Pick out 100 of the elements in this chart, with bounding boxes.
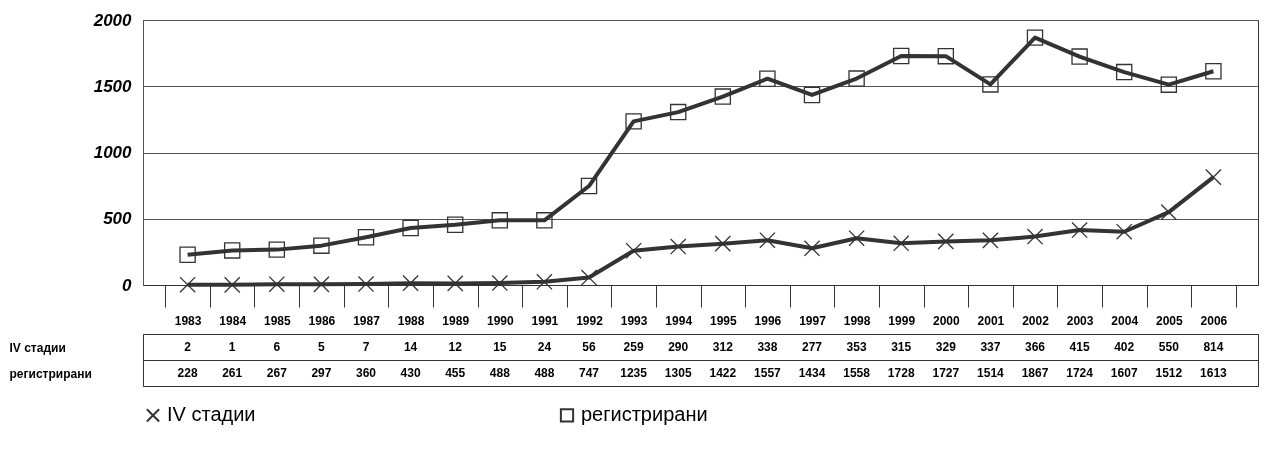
data-label: 1 bbox=[228, 340, 236, 354]
data-label: 5 bbox=[318, 340, 326, 354]
data-label: 1867 bbox=[1021, 366, 1049, 380]
data-label: 14 bbox=[403, 340, 418, 354]
data-label: 228 bbox=[177, 366, 198, 380]
data-label: 1557 bbox=[754, 366, 782, 380]
data-label: 747 bbox=[578, 366, 600, 380]
x-tick-label: 1986 bbox=[308, 313, 336, 328]
point bbox=[982, 232, 999, 249]
point bbox=[1026, 29, 1044, 46]
point bbox=[892, 235, 910, 252]
x-tick-label: 1987 bbox=[353, 313, 381, 328]
point bbox=[937, 47, 955, 65]
text: IV стадии bbox=[9, 340, 66, 355]
point bbox=[1115, 63, 1133, 81]
point bbox=[357, 229, 375, 246]
data-label: 1727 bbox=[932, 366, 960, 380]
point bbox=[937, 233, 955, 250]
data-label: 338 bbox=[757, 340, 778, 354]
data-label: 1558 bbox=[843, 366, 871, 380]
point bbox=[625, 113, 642, 130]
point bbox=[848, 70, 865, 87]
x-tick-label: 1997 bbox=[799, 313, 827, 328]
point bbox=[759, 70, 776, 87]
point bbox=[223, 242, 241, 259]
data-label: 1434 bbox=[798, 366, 826, 380]
point bbox=[536, 273, 553, 291]
data-label: 329 bbox=[935, 340, 957, 354]
data-label: 1613 bbox=[1200, 366, 1228, 380]
data-label: 455 bbox=[445, 366, 466, 380]
x-tick-label: 1985 bbox=[263, 313, 291, 328]
y-tick-label: 1000 bbox=[93, 143, 133, 162]
point bbox=[536, 212, 553, 229]
point bbox=[223, 276, 241, 294]
point bbox=[759, 231, 776, 249]
x-tick-label: 1992 bbox=[576, 313, 604, 328]
data-label: 337 bbox=[980, 340, 1001, 354]
y-tick-label: 500 bbox=[103, 209, 133, 229]
data-label: 315 bbox=[891, 340, 912, 354]
point bbox=[179, 276, 196, 293]
point bbox=[402, 219, 419, 237]
data-label: 290 bbox=[668, 340, 689, 354]
point bbox=[268, 241, 286, 258]
point bbox=[1160, 76, 1178, 93]
x-tick-label: 1991 bbox=[531, 313, 559, 328]
point bbox=[848, 229, 865, 247]
x-tick-label: 2002 bbox=[1022, 313, 1050, 328]
data-label: 1422 bbox=[709, 366, 737, 380]
point bbox=[714, 235, 732, 252]
point bbox=[491, 212, 509, 229]
data-label: 277 bbox=[801, 340, 823, 354]
x-tick-label: 1993 bbox=[620, 313, 648, 328]
point bbox=[313, 237, 330, 254]
x-tick-label: 1989 bbox=[442, 313, 470, 328]
data-label: 1512 bbox=[1155, 366, 1183, 380]
point bbox=[313, 276, 330, 293]
point bbox=[1071, 221, 1088, 239]
data-label: 1607 bbox=[1110, 366, 1138, 380]
data-label: 488 bbox=[489, 366, 511, 380]
point bbox=[1026, 228, 1044, 245]
x-tick-label: 2005 bbox=[1155, 313, 1183, 328]
x-tick-label: 1988 bbox=[397, 313, 425, 328]
point bbox=[1205, 168, 1222, 186]
data-label: 297 bbox=[311, 366, 332, 380]
x-tick-label: 1983 bbox=[174, 313, 202, 328]
x-tick-label: 1999 bbox=[888, 313, 916, 328]
y-tick-label: 0 bbox=[122, 275, 133, 295]
point bbox=[669, 103, 687, 121]
data-label: 259 bbox=[623, 340, 644, 354]
point bbox=[803, 86, 821, 104]
data-label: 1235 bbox=[620, 366, 648, 380]
data-label: 2 bbox=[184, 340, 192, 354]
y-tick-label: 2000 bbox=[92, 10, 133, 30]
data-label: 402 bbox=[1114, 340, 1135, 354]
x-tick-label: 1984 bbox=[219, 313, 247, 328]
point bbox=[803, 240, 821, 257]
data-label: 415 bbox=[1069, 340, 1090, 354]
data-label: 360 bbox=[355, 366, 377, 380]
x-tick-label: 2003 bbox=[1066, 313, 1094, 328]
point bbox=[402, 274, 419, 292]
point bbox=[446, 275, 464, 292]
data-label: 15 bbox=[493, 340, 507, 354]
data-label: 12 bbox=[448, 340, 463, 354]
legend-label: IV стадии bbox=[167, 403, 256, 426]
point bbox=[268, 275, 286, 293]
legend-label: регистрирани bbox=[581, 403, 708, 426]
point bbox=[892, 47, 910, 65]
x-tick-label: 1990 bbox=[486, 313, 514, 328]
data-label: 1728 bbox=[887, 366, 915, 380]
x-tick-label: 1996 bbox=[754, 313, 782, 328]
data-label: 488 bbox=[534, 366, 555, 380]
data-label: 366 bbox=[1024, 340, 1046, 354]
x-tick-label: 2004 bbox=[1111, 313, 1139, 328]
data-label: 7 bbox=[362, 340, 370, 354]
point bbox=[669, 238, 687, 255]
x-tick-label: 2000 bbox=[932, 313, 960, 328]
data-label: 6 bbox=[273, 340, 281, 354]
point bbox=[714, 88, 732, 105]
data-label: 430 bbox=[400, 366, 421, 380]
point bbox=[580, 269, 598, 286]
